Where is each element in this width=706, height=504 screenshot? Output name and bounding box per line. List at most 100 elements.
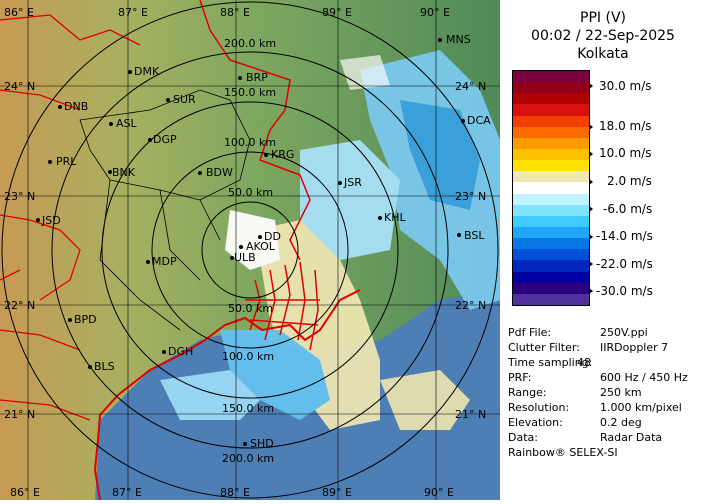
colorbar-tick bbox=[589, 234, 593, 240]
colorbar-swatch bbox=[513, 148, 589, 161]
colorbar-swatch bbox=[513, 182, 589, 194]
station-label: PRL bbox=[56, 155, 77, 168]
lon-label: 86° E bbox=[10, 486, 40, 499]
colorbar-label: 10.0 m/s bbox=[599, 146, 652, 160]
colorbar-swatch bbox=[513, 82, 589, 94]
station-name: Kolkata bbox=[577, 46, 629, 62]
meta-value: 0.2 deg bbox=[600, 416, 642, 429]
meta-key: Range: bbox=[508, 386, 547, 399]
product-title: PPI (V) bbox=[580, 10, 626, 26]
station-label: DGP bbox=[153, 133, 177, 146]
colorbar-swatch bbox=[513, 93, 589, 105]
range-ring-label: 50.0 km bbox=[228, 302, 273, 315]
colorbar-label: 18.0 m/s bbox=[599, 119, 652, 133]
meta-value: IIRDoppler 7 bbox=[600, 341, 669, 354]
station-markers bbox=[36, 38, 465, 446]
lon-label: 87° E bbox=[118, 6, 148, 19]
meta-key: Pdf File: bbox=[508, 326, 552, 339]
station-label: BSL bbox=[464, 229, 485, 242]
international-border bbox=[199, 0, 311, 261]
state-borders bbox=[0, 14, 141, 421]
range-ring-label: 150.0 km bbox=[224, 86, 276, 99]
radar-map: 86° E 87° E 88° E 89° E 90° E 86° E 87° … bbox=[0, 0, 500, 501]
district-boundaries bbox=[79, 89, 251, 331]
station-label: BDW bbox=[206, 166, 233, 179]
station-label: BLS bbox=[94, 360, 115, 373]
station-label: ULB bbox=[234, 251, 256, 264]
product-datetime: 00:02 / 22-Sep-2025 bbox=[531, 28, 675, 44]
lon-label: 90° E bbox=[424, 486, 454, 499]
lon-label: 90° E bbox=[420, 6, 450, 19]
range-ring-label: 100.0 km bbox=[224, 136, 276, 149]
colorbar-tick bbox=[589, 151, 593, 157]
lon-label: 88° E bbox=[220, 6, 250, 19]
lat-label: 22° N bbox=[4, 299, 35, 312]
lat-label: 23° N bbox=[455, 190, 486, 203]
colorbar-swatch bbox=[513, 160, 589, 172]
range-ring-label: 200.0 km bbox=[222, 452, 274, 465]
station-label: BRP bbox=[246, 71, 268, 84]
colorbar-tick bbox=[589, 83, 593, 89]
station-label: DMK bbox=[134, 65, 160, 78]
colorbar-tick bbox=[589, 261, 593, 267]
meta-value: 48 bbox=[577, 356, 591, 369]
colorbar-label: -30.0 m/s bbox=[596, 284, 653, 298]
velocity-colorbar bbox=[512, 70, 590, 306]
colorbar-swatch bbox=[513, 238, 589, 250]
meta-value: 600 Hz / 450 Hz bbox=[600, 371, 688, 384]
colorbar-label: -6.0 m/s bbox=[603, 202, 653, 216]
meta-key: Time sampling: bbox=[508, 356, 593, 369]
range-ring-label: 150.0 km bbox=[222, 402, 274, 415]
colorbar-swatch bbox=[513, 293, 589, 305]
station-label: ASL bbox=[116, 117, 138, 130]
station-label: SUR bbox=[173, 93, 196, 106]
range-ring-label: 100.0 km bbox=[222, 350, 274, 363]
lat-label: 24° N bbox=[455, 80, 486, 93]
station-label: DCA bbox=[467, 114, 491, 127]
station-label: JSD bbox=[41, 214, 61, 227]
meta-value: Radar Data bbox=[600, 431, 663, 444]
colorbar-swatch bbox=[513, 171, 589, 183]
station-label: KRG bbox=[271, 148, 294, 161]
lat-label: 21° N bbox=[4, 408, 35, 421]
meta-value: 250V.ppi bbox=[600, 326, 648, 339]
colorbar-swatch bbox=[513, 215, 589, 227]
station-label: KHL bbox=[384, 211, 406, 224]
colorbar-swatch bbox=[513, 126, 589, 138]
meta-key: PRF: bbox=[508, 371, 532, 384]
colorbar-swatch bbox=[513, 226, 589, 239]
colorbar-label: 30.0 m/s bbox=[599, 79, 652, 93]
range-ring-label: 50.0 km bbox=[228, 186, 273, 199]
station-label: MNS bbox=[446, 33, 471, 46]
meta-value: 250 km bbox=[600, 386, 642, 399]
lat-label: 22° N bbox=[455, 299, 486, 312]
station-label: DD bbox=[264, 230, 281, 243]
meta-key: Elevation: bbox=[508, 416, 563, 429]
station-label: DNB bbox=[64, 100, 88, 113]
colorbar-swatch bbox=[513, 282, 589, 294]
range-rings bbox=[1, 1, 499, 499]
colorbar-swatch bbox=[513, 193, 589, 205]
colorbar-label: -22.0 m/s bbox=[596, 257, 653, 271]
graticule bbox=[0, 0, 500, 500]
colorbar-swatch bbox=[513, 260, 589, 272]
station-label: SHD bbox=[250, 437, 274, 450]
meta-key: Data: bbox=[508, 431, 538, 444]
meta-value: 1.000 km/pixel bbox=[600, 401, 682, 414]
lon-label: 89° E bbox=[322, 6, 352, 19]
colorbar-swatch bbox=[513, 104, 589, 116]
colorbar-label: -14.0 m/s bbox=[596, 229, 653, 243]
colorbar-swatch bbox=[513, 71, 589, 83]
lat-label: 23° N bbox=[4, 190, 35, 203]
range-ring-label: 200.0 km bbox=[224, 37, 276, 50]
colorbar-tick bbox=[589, 179, 593, 185]
colorbar-swatch bbox=[513, 204, 589, 216]
lat-label: 21° N bbox=[455, 408, 486, 421]
meta-key: Resolution: bbox=[508, 401, 570, 414]
station-label: DGH bbox=[168, 345, 193, 358]
colorbar-swatch bbox=[513, 271, 589, 283]
lat-label: 24° N bbox=[4, 80, 35, 93]
delta-rivers bbox=[245, 261, 320, 351]
software-credit: Rainbow® SELEX-SI bbox=[508, 446, 618, 459]
station-label: BPD bbox=[74, 313, 97, 326]
